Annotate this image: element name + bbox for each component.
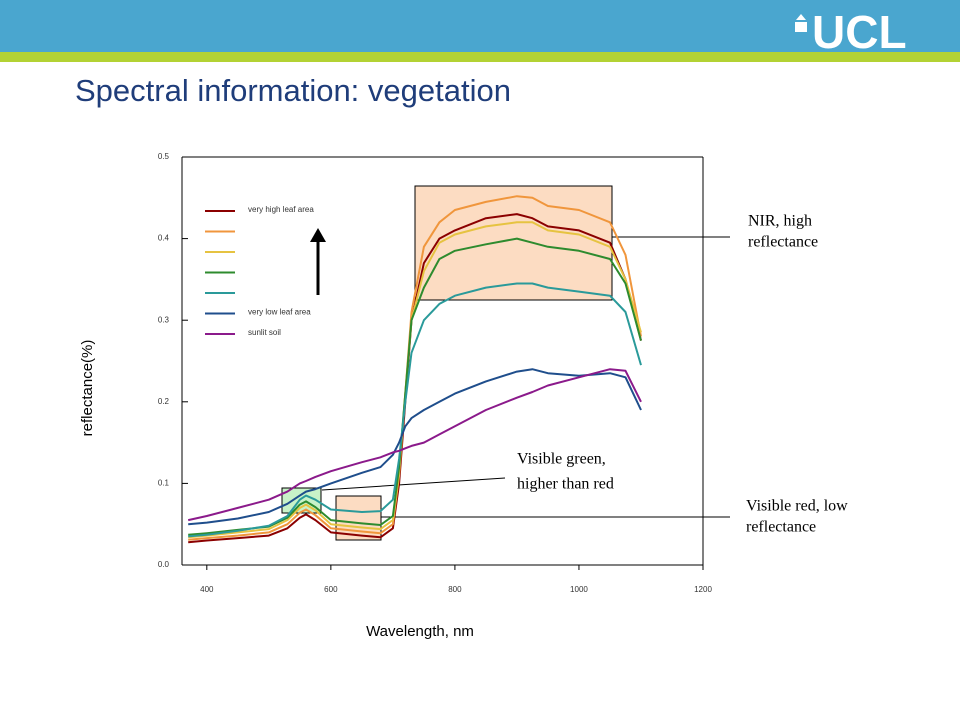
y-tick-label: 0.3 — [158, 315, 170, 324]
connector — [321, 477, 506, 491]
series-line — [188, 368, 642, 526]
annotation: reflectance — [748, 234, 818, 251]
x-tick-label: 1000 — [570, 585, 588, 594]
series-line — [188, 282, 642, 538]
series-line — [187, 368, 642, 522]
annotation: Visible green, — [517, 451, 606, 468]
legend-label: very high leaf area — [248, 205, 314, 214]
legend-arrowhead — [310, 228, 326, 242]
annotation: reflectance — [746, 519, 816, 536]
annotation: higher than red — [517, 476, 614, 493]
slide-title: Spectral information: vegetation — [75, 73, 511, 108]
x-tick-label: 600 — [324, 585, 338, 594]
legend-label: very low leaf area — [248, 308, 311, 317]
x-tick-label: 1200 — [694, 585, 712, 594]
header-stripe — [0, 52, 960, 62]
y-tick-label: 0.1 — [158, 479, 170, 488]
x-tick-label: 800 — [448, 585, 462, 594]
y-tick-label: 0.5 — [158, 152, 170, 161]
y-tick-label: 0.2 — [158, 397, 170, 406]
y-axis-label: reflectance(%) — [79, 340, 96, 437]
annotation: NIR, high — [748, 213, 812, 230]
legend-label: sunlit soil — [248, 328, 281, 337]
y-tick-label: 0.0 — [158, 560, 170, 569]
annotation: Visible red, low — [746, 498, 848, 515]
x-tick-label: 400 — [200, 585, 214, 594]
logo: UCL — [812, 6, 907, 58]
plot: 0.0 0.1 0.2 0.3 0.4 0.5 400 600 800 1000 1200 very … — [158, 152, 713, 594]
logo-icon — [795, 14, 807, 32]
nir-box — [414, 185, 613, 301]
y-tick-label: 0.4 — [158, 234, 170, 243]
x-axis-label: Wavelength, nm — [366, 623, 474, 640]
